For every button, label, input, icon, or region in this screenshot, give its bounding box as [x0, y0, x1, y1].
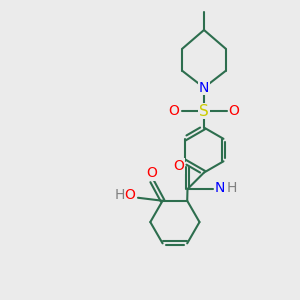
- Text: H: H: [226, 181, 237, 195]
- Text: H: H: [114, 188, 124, 202]
- Text: O: O: [173, 159, 184, 173]
- Text: O: O: [124, 188, 135, 202]
- Text: N: N: [214, 181, 225, 195]
- Text: O: O: [169, 104, 179, 118]
- Text: O: O: [147, 166, 158, 180]
- Text: N: N: [199, 81, 209, 95]
- Text: S: S: [199, 103, 209, 118]
- Text: O: O: [229, 104, 239, 118]
